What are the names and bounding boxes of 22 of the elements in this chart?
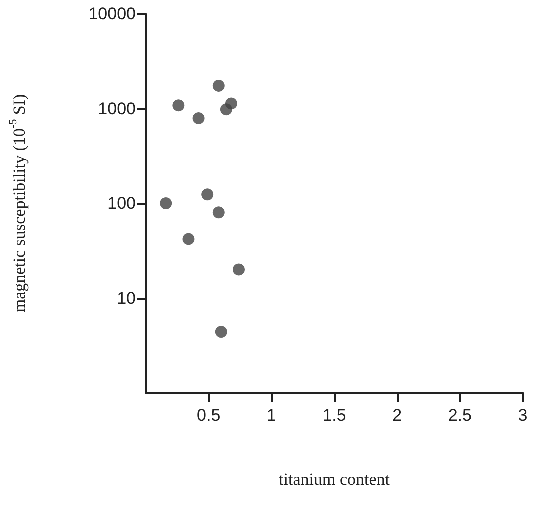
x-tick-label: 1 [266,406,276,425]
point [160,198,172,210]
y-tick-label: 10 [117,288,136,308]
point [212,206,225,219]
x-tick-label: 1.5 [322,406,346,425]
point [215,326,228,338]
x-tick-label: 3 [518,406,528,425]
x-tick-label: 2.5 [448,406,472,425]
point [220,104,232,116]
y-tick-label: 10000 [88,4,136,24]
x-axis-title: titanium content [279,470,390,489]
point [212,80,225,92]
point [192,112,205,124]
point [202,188,214,201]
y-tick-label: 100 [108,194,136,213]
y-axis-title: magnetic susceptibility (10-5 SI) [8,94,29,313]
y-tick-label: 1000 [98,99,136,118]
point [172,100,185,112]
x-tick-label: 2 [392,406,402,425]
x-tick-label: 0.5 [197,406,221,425]
point [233,264,245,276]
point [182,233,195,246]
